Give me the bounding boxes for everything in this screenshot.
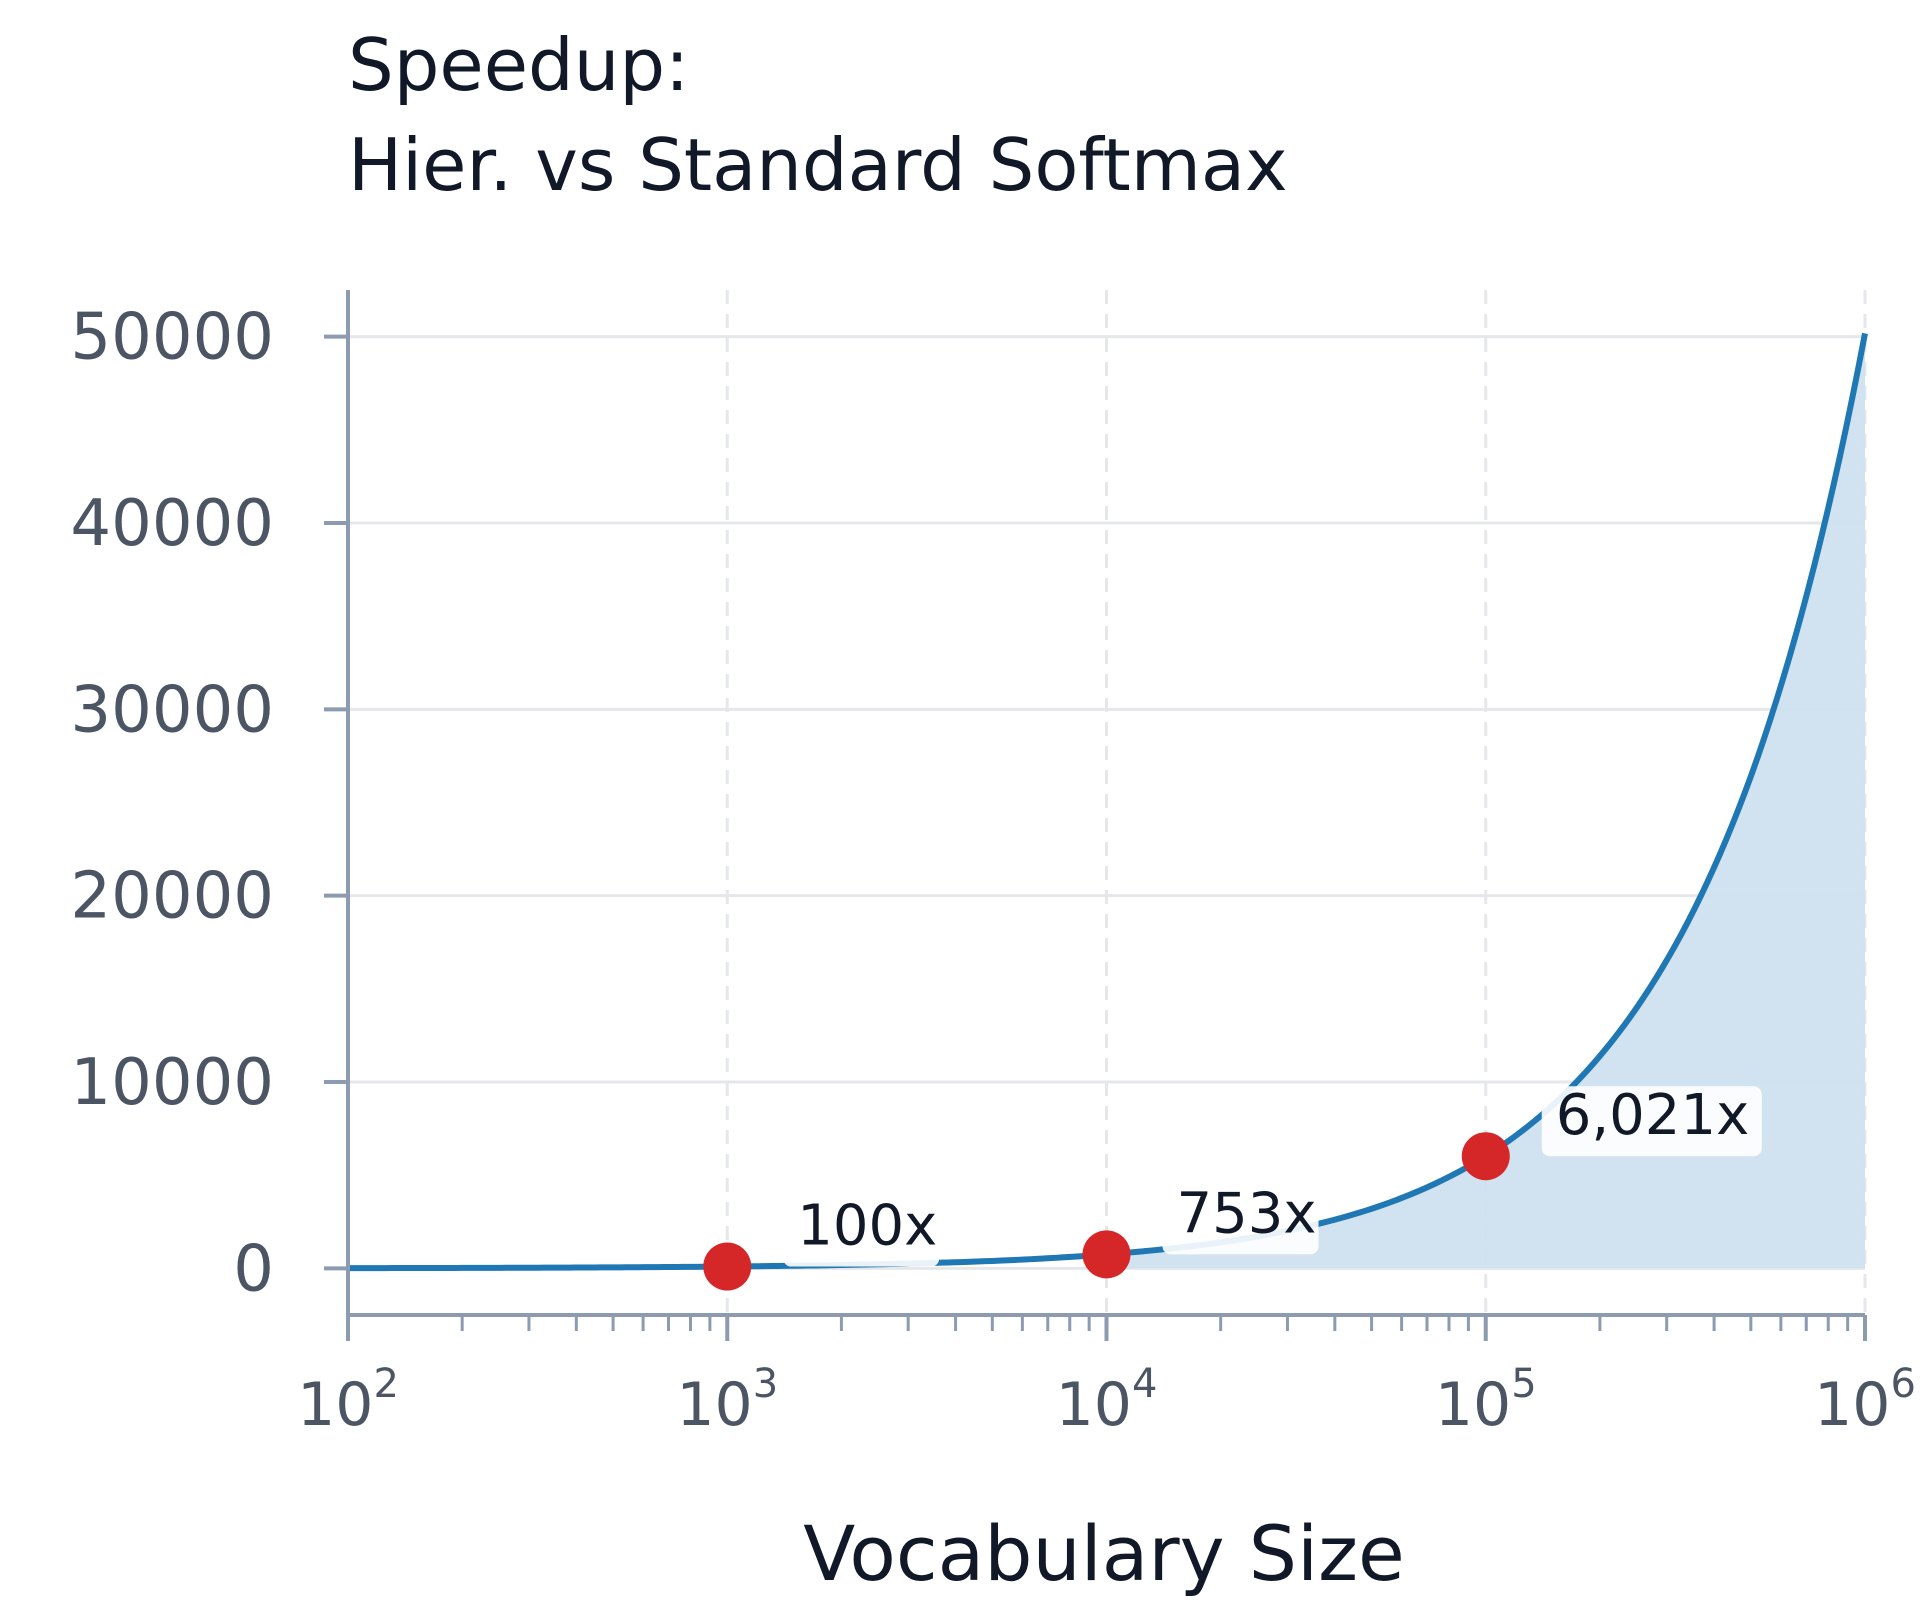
annotation-box <box>1541 1086 1762 1157</box>
y-tick-label: 20000 <box>70 860 274 934</box>
x-tick-label: 106 <box>1814 1361 1916 1440</box>
annotation-marker <box>1461 1132 1510 1181</box>
x-tick-exponent: 4 <box>1132 1361 1157 1407</box>
chart-title-line-1: Speedup: <box>348 23 689 107</box>
x-tick-exponent: 5 <box>1511 1361 1536 1407</box>
x-tick-exponent: 3 <box>753 1361 778 1407</box>
y-tick-label: 50000 <box>70 301 274 375</box>
y-tick-label: 10000 <box>70 1046 274 1120</box>
annotation-label: 6,021x <box>1556 1083 1749 1148</box>
annotation-box <box>783 1196 940 1267</box>
x-tick-base: 10 <box>676 1370 752 1440</box>
annotation-label: 100x <box>797 1194 937 1259</box>
x-tick-label: 102 <box>297 1361 399 1440</box>
chart-title-line-2: Hier. vs Standard Softmax <box>348 123 1288 207</box>
x-tick-base: 10 <box>1056 1370 1132 1440</box>
x-tick-exponent: 6 <box>1890 1361 1915 1407</box>
x-tick-exponent: 2 <box>373 1361 398 1407</box>
x-tick-label: 104 <box>1056 1361 1158 1440</box>
x-tick-base: 10 <box>297 1370 373 1440</box>
annotation-marker <box>1082 1230 1131 1279</box>
y-tick-label: 0 <box>233 1232 274 1306</box>
y-tick-label: 40000 <box>70 487 274 561</box>
x-tick-base: 10 <box>1435 1370 1511 1440</box>
x-axis-label: Vocabulary Size <box>803 1509 1404 1598</box>
x-tick-base: 10 <box>1814 1370 1890 1440</box>
speedup-area-fill <box>1106 333 1865 1269</box>
y-tick-label: 30000 <box>70 673 274 747</box>
annotation-marker <box>703 1242 752 1291</box>
x-tick-label: 105 <box>1435 1361 1537 1440</box>
x-tick-label: 103 <box>676 1361 778 1440</box>
annotation-label: 753x <box>1177 1181 1317 1246</box>
annotation-box <box>1162 1184 1319 1255</box>
